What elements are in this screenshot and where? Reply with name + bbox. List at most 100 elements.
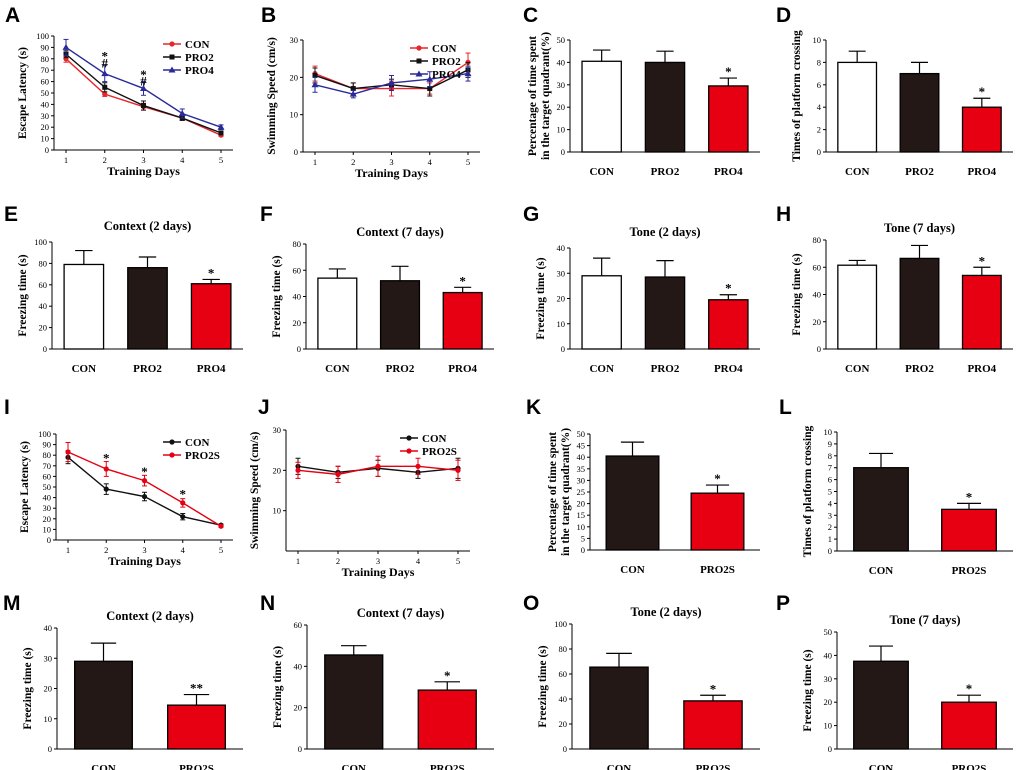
x-axis-label: Training Days bbox=[342, 565, 415, 579]
y-tick-label: 30 bbox=[557, 80, 566, 90]
y-tick-label: 0 bbox=[581, 545, 585, 555]
x-tick-label: PRO2 bbox=[133, 363, 162, 375]
significance-star: ** bbox=[190, 681, 203, 696]
y-axis-label-line: Percentage of time spent bbox=[547, 432, 559, 552]
marker-circle bbox=[375, 463, 381, 469]
marker-triangle bbox=[426, 75, 434, 82]
panel-letter: M bbox=[3, 592, 21, 615]
y-tick-label: 0 bbox=[48, 744, 52, 754]
y-tick-label: 40 bbox=[44, 623, 53, 633]
significance-star: * bbox=[979, 84, 986, 99]
y-tick-label: 10 bbox=[44, 714, 53, 724]
panel-letter: K bbox=[526, 396, 541, 419]
x-tick-label: 3 bbox=[389, 157, 393, 167]
y-tick-label: 4 bbox=[817, 102, 822, 112]
significance-mark: * bbox=[180, 486, 187, 501]
y-tick-label: 80 bbox=[293, 239, 302, 249]
legend-label: PRO4 bbox=[432, 69, 461, 81]
y-axis-label: Freezing time (s) bbox=[17, 254, 29, 336]
x-tick-label: PRO2 bbox=[905, 363, 934, 375]
panel-letter: I bbox=[4, 396, 10, 419]
panel-title: Context (2 days) bbox=[104, 219, 192, 233]
x-tick-label: 2 bbox=[104, 545, 108, 555]
y-tick-label: 45 bbox=[577, 441, 586, 451]
x-tick-label: 5 bbox=[466, 157, 470, 167]
marker-triangle bbox=[62, 43, 70, 50]
y-tick-label: 80 bbox=[813, 235, 822, 245]
significance-star: * bbox=[966, 681, 973, 696]
x-tick-label: PRO2 bbox=[651, 363, 680, 375]
y-tick-label: 30 bbox=[290, 35, 299, 45]
x-tick-label: 4 bbox=[181, 545, 186, 555]
y-tick-label: 40 bbox=[557, 243, 566, 253]
y-tick-label: 20 bbox=[824, 697, 833, 707]
y-tick-label: 40 bbox=[824, 650, 833, 660]
x-axis-label: Training Days bbox=[355, 166, 428, 180]
marker-circle bbox=[103, 486, 109, 492]
y-tick-label: 40 bbox=[813, 290, 822, 300]
bar-con bbox=[317, 277, 358, 350]
y-tick-label: 30 bbox=[43, 503, 52, 513]
marker-circle bbox=[218, 523, 224, 529]
x-tick-label: CON bbox=[91, 763, 116, 770]
significance-star: * bbox=[714, 471, 721, 486]
marker-triangle bbox=[311, 81, 319, 88]
chart-panel-l: 0 1 2 3 45 6 7 8 9 10 Times of platform crossing CO… bbox=[802, 426, 1013, 577]
x-tick-label: PRO2 bbox=[651, 166, 680, 178]
bar-pro2 bbox=[127, 267, 168, 350]
significance-mark: # bbox=[140, 74, 147, 89]
x-tick-label: 3 bbox=[141, 155, 145, 165]
y-tick-label: 0 bbox=[294, 147, 298, 157]
marker-circle bbox=[406, 448, 412, 454]
y-axis-label: Times of platform crossing bbox=[791, 30, 803, 162]
significance-mark: * bbox=[102, 49, 109, 64]
y-tick-label: 0 bbox=[45, 145, 49, 155]
y-tick-label: 20 bbox=[43, 514, 52, 524]
bar-pro2s bbox=[683, 700, 743, 750]
y-tick-label: 90 bbox=[43, 440, 52, 450]
y-tick-label: 30 bbox=[557, 268, 566, 278]
y-tick-label: 30 bbox=[44, 653, 53, 663]
marker-circle bbox=[169, 452, 175, 458]
panel-letter: N bbox=[260, 592, 275, 615]
x-tick-label: PRO2 bbox=[905, 166, 934, 178]
significance-star: * bbox=[966, 489, 973, 504]
y-tick-label: 0 bbox=[297, 344, 301, 354]
panel-letter: A bbox=[5, 4, 20, 27]
bar-pro2 bbox=[899, 72, 940, 153]
bar-con bbox=[605, 455, 660, 551]
panel-letter: L bbox=[779, 396, 792, 419]
marker-circle bbox=[169, 41, 175, 47]
marker-square bbox=[312, 72, 318, 78]
x-axis-label: Training Days bbox=[108, 554, 181, 568]
y-axis-label: Escape Latency (s) bbox=[17, 47, 29, 139]
y-tick-label: 10 bbox=[577, 522, 586, 532]
chart-panel-p: 0 10 20 30 40 50 Freezing time (s) CON PRO2S * Ton… bbox=[802, 613, 1013, 770]
series-line-pro2s bbox=[67, 451, 222, 527]
chart-panel-n: 0 20 40 60 Freezing time (s) CON PRO2S * Context… bbox=[272, 606, 494, 770]
y-tick-label: 60 bbox=[293, 265, 302, 275]
y-tick-label: 20 bbox=[293, 318, 302, 328]
x-tick-label: 5 bbox=[219, 155, 223, 165]
chart-panel-k: Percentage of time spentin the target qu… bbox=[547, 428, 760, 576]
chart-panel-e: 0 20 40 60 80 100 Freezing time (s) CON PRO2 PRO4… bbox=[17, 219, 243, 375]
x-tick-label: 5 bbox=[219, 545, 223, 555]
marker-circle bbox=[180, 514, 186, 520]
panel-letter: F bbox=[260, 203, 273, 226]
y-tick-label: 90 bbox=[41, 42, 50, 52]
panel-letter: J bbox=[258, 396, 270, 419]
y-axis-label-line: in the target quadrant(%) bbox=[560, 428, 572, 556]
y-tick-label: 80 bbox=[43, 450, 52, 460]
y-tick-label: 20 bbox=[290, 72, 299, 82]
y-tick-label: 60 bbox=[813, 262, 822, 272]
y-tick-label: 60 bbox=[41, 77, 50, 87]
panel-title: Context (2 days) bbox=[106, 609, 194, 623]
bar-pro2 bbox=[644, 61, 686, 153]
bar-con bbox=[581, 275, 622, 350]
y-tick-label: 50 bbox=[824, 627, 833, 637]
y-tick-label: 5 bbox=[828, 487, 832, 497]
chart-panel-b: 0 10 20 30 Swimming Speed (cm/s) 1 2 3 4 5 Trainin… bbox=[266, 35, 480, 180]
x-tick-label: CON bbox=[589, 363, 614, 375]
panel-title: Tone (7 days) bbox=[884, 221, 955, 235]
x-tick-label: PRO4 bbox=[967, 363, 996, 375]
